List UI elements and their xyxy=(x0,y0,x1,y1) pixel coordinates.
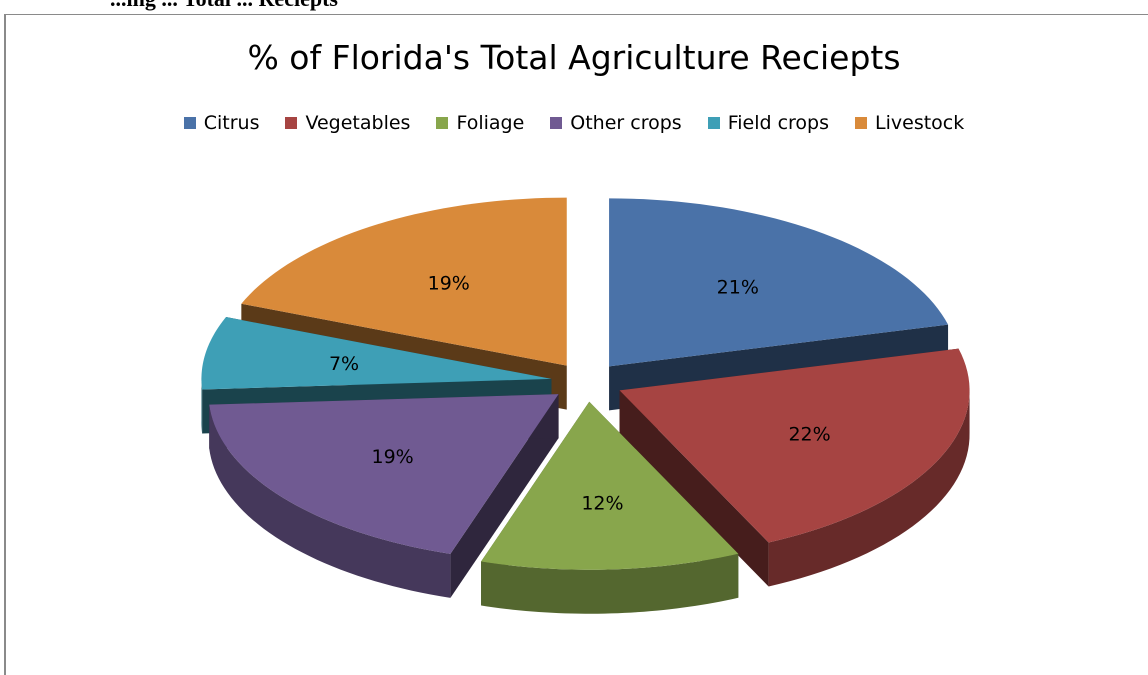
legend-swatch xyxy=(436,117,449,129)
legend-swatch xyxy=(550,117,563,129)
pie-slice-vegetables xyxy=(619,348,970,587)
legend-item: Livestock xyxy=(855,112,964,134)
pie-slice-top xyxy=(619,348,970,543)
legend-item: Field crops xyxy=(707,112,830,134)
legend-label: Vegetables xyxy=(305,112,411,134)
legend-item: Vegetables xyxy=(285,112,410,134)
pie-slice-rim xyxy=(481,553,739,614)
data-label: 21% xyxy=(717,277,759,299)
legend-item: Citrus xyxy=(183,112,260,134)
legend-swatch xyxy=(855,117,868,129)
pie-slice-top xyxy=(209,394,559,554)
legend-label: Field crops xyxy=(727,112,830,134)
legend-item: Other crops xyxy=(550,112,682,134)
pie-slice-rim xyxy=(201,376,203,434)
pie-slice-other-crops xyxy=(209,394,559,598)
pie-slice-rim xyxy=(209,404,451,598)
legend-label: Foliage xyxy=(456,112,525,134)
chart-legend: Citrus Vegetables Foliage Other crops Field … xyxy=(0,112,1148,134)
pie-slice-rim xyxy=(768,388,970,587)
chart-title: % of Florida's Total Agriculture Reciept… xyxy=(247,38,901,77)
legend-item: Foliage xyxy=(436,112,524,134)
page-header-text: ...ing ... Total ... Reciepts xyxy=(110,0,338,12)
legend-swatch xyxy=(707,117,720,129)
data-label: 7% xyxy=(329,353,359,375)
legend-label: Other crops xyxy=(570,112,682,134)
legend-swatch xyxy=(285,117,298,129)
legend-swatch xyxy=(183,117,196,129)
chart-frame-top xyxy=(4,14,1148,15)
data-label: 12% xyxy=(581,492,623,514)
pie-slice-top xyxy=(481,401,739,570)
pie-slice-side xyxy=(450,394,559,598)
pie-slice-top xyxy=(201,317,552,390)
pie-slice-side xyxy=(619,390,769,587)
chart-frame-left xyxy=(4,14,6,675)
pie-slice-top xyxy=(609,198,949,367)
legend-label: Citrus xyxy=(203,112,260,134)
data-label: 19% xyxy=(428,272,470,294)
data-label: 22% xyxy=(788,423,830,445)
data-label: 19% xyxy=(372,446,414,468)
pie-slice-foliage xyxy=(481,401,739,614)
page-header-fragment: ...ing ... Total ... Reciepts xyxy=(0,0,1148,14)
pie-slice-top xyxy=(241,197,567,366)
legend-label: Livestock xyxy=(875,112,965,134)
